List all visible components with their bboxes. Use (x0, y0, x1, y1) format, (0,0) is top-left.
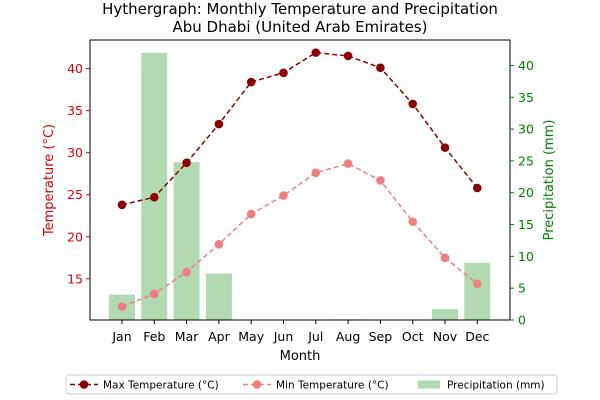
legend: Max Temperature (°C) Min Temperature (°C)… (65, 374, 558, 395)
x-tick-label: Aug (336, 329, 360, 344)
y-left-tick-label: 35 (67, 103, 83, 118)
precipitation-bars (109, 52, 491, 321)
chart-title: Hythergraph: Monthly Temperature and Pre… (102, 0, 498, 18)
y-right-tick-label: 40 (518, 58, 534, 73)
max-temperature-point (440, 143, 450, 152)
min-temperature-point (279, 191, 288, 200)
max-temperature-point (182, 158, 191, 168)
x-axis-title: Month (280, 349, 321, 364)
precipitation-bar (205, 273, 232, 320)
y-left-tick-label: 20 (67, 229, 83, 244)
legend-label-min-temperature: Min Temperature (°C) (276, 379, 389, 391)
y-right-tick-label: 20 (518, 185, 534, 200)
x-tick-label: Jan (111, 329, 131, 344)
y-right-tick-label: 5 (518, 281, 526, 296)
min-temperature-point (343, 159, 353, 168)
y-left-tick-label: 40 (67, 61, 83, 76)
legend-marker-max-temperature (79, 380, 89, 389)
legend-marker-min-temperature (252, 380, 262, 389)
min-temperature-point (311, 168, 321, 178)
y-axis-left-title: Temperature (°C) (42, 124, 57, 237)
max-temperature-point (117, 200, 127, 210)
x-tick-label: Sep (369, 329, 393, 344)
y-axis-left: 15 20 25 30 35 40 (67, 61, 90, 286)
precipitation-bar (464, 262, 491, 320)
min-temperature-point (473, 279, 482, 289)
chart-subtitle: Abu Dhabi (United Arab Emirates) (173, 18, 428, 36)
y-left-tick-label: 30 (67, 145, 83, 160)
x-tick-label: Jun (273, 329, 294, 344)
min-temperature-point (376, 176, 385, 185)
min-temperature-point (150, 289, 159, 299)
y-axis-right-title: Precipitation (mm) (542, 120, 557, 241)
precipitation-bar (141, 52, 168, 321)
legend-frame (65, 374, 558, 395)
min-temperature-point (246, 209, 256, 219)
x-axis: Jan Feb Mar Apr May Jun Jul Aug Sep Oct Nov Dec (111, 320, 490, 344)
max-temperature-point (408, 99, 418, 109)
max-temperature-point (246, 77, 256, 87)
x-tick-label: Feb (143, 329, 165, 344)
min-temperature-point (214, 240, 224, 249)
y-right-tick-label: 35 (518, 90, 534, 105)
x-tick-label: Dec (465, 329, 489, 344)
legend-label-max-temperature: Max Temperature (°C) (103, 379, 219, 391)
x-tick-label: Mar (175, 329, 199, 344)
y-left-tick-label: 25 (67, 187, 83, 202)
y-right-tick-label: 25 (518, 153, 534, 168)
max-temperature-point (150, 192, 159, 202)
precipitation-bar (173, 162, 200, 320)
y-right-tick-label: 10 (518, 249, 534, 264)
x-tick-label: May (238, 329, 264, 344)
min-temperature-point (440, 253, 450, 263)
max-temperature-point (279, 68, 288, 78)
max-temperature-point (311, 48, 321, 57)
max-temperature-point (214, 119, 224, 129)
min-temperature-point (182, 267, 191, 277)
x-tick-label: Nov (433, 329, 458, 344)
y-left-tick-label: 15 (67, 271, 83, 286)
x-tick-label: Oct (402, 329, 424, 344)
temperature-lines (117, 48, 482, 311)
min-temperature-point (408, 217, 418, 226)
max-temperature-point (473, 183, 482, 193)
plot-frame (89, 39, 511, 321)
legend-items: Max Temperature (°C) Min Temperature (°C)… (70, 379, 545, 391)
min-temperature-point (117, 302, 127, 311)
min-temperature-line (121, 162, 478, 308)
max-temperature-line (121, 51, 478, 206)
max-temperature-point (376, 63, 385, 73)
x-tick-label: Apr (208, 329, 230, 344)
y-right-tick-label: 0 (518, 313, 526, 328)
y-right-tick-label: 15 (518, 217, 534, 232)
max-temperature-point (343, 51, 353, 61)
x-tick-label: Jul (307, 329, 323, 344)
precipitation-bar (432, 309, 458, 320)
legend-label-precipitation: Precipitation (mm) (447, 379, 545, 391)
y-axis-right: 0 5 10 15 20 25 30 35 40 (510, 58, 534, 328)
legend-swatch-precipitation (418, 380, 440, 389)
y-right-tick-label: 30 (518, 122, 534, 137)
